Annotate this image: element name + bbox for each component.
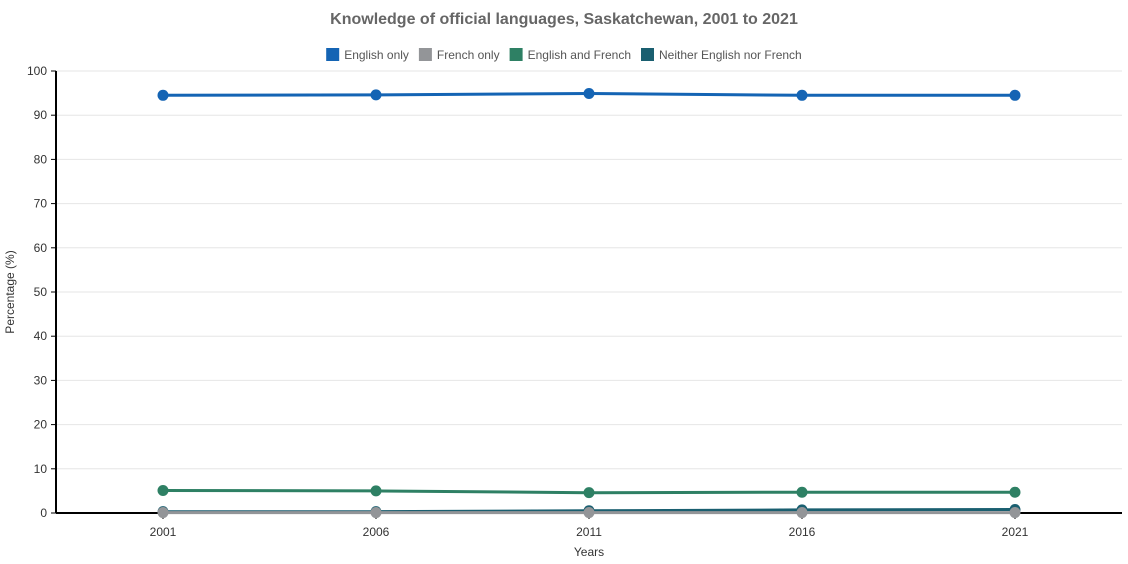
legend-swatch [326, 48, 340, 61]
x-tick-label: 2011 [576, 525, 602, 539]
legend-item[interactable]: English only [326, 48, 409, 62]
data-point[interactable] [796, 89, 808, 101]
legend-label: English and French [528, 48, 631, 62]
legend-swatch [641, 48, 654, 61]
data-point[interactable] [370, 89, 382, 101]
legend-swatch [418, 48, 432, 61]
gridlines [56, 70, 1122, 470]
data-point[interactable] [796, 507, 808, 519]
y-tick-label: 60 [34, 241, 48, 255]
data-point[interactable] [1009, 486, 1021, 498]
series-english-only [157, 88, 1021, 101]
y-tick-label: 100 [27, 64, 47, 78]
y-tick-label: 40 [34, 329, 48, 343]
legend-label: English only [344, 48, 409, 62]
data-point[interactable] [1009, 507, 1021, 519]
legend-item[interactable]: French only [418, 48, 500, 62]
x-axis-ticks: 2001 2006 2011 2016 2021 [150, 513, 1029, 539]
data-point[interactable] [157, 507, 169, 519]
y-tick-label: 50 [34, 285, 48, 299]
legend: English only French only English and Frenc… [326, 48, 802, 62]
data-point[interactable] [157, 484, 169, 496]
data-point[interactable] [796, 486, 808, 498]
data-point[interactable] [583, 487, 595, 499]
y-tick-label: 90 [34, 108, 48, 122]
series-group [157, 88, 1021, 519]
x-tick-label: 2006 [363, 525, 390, 539]
series-french-only [157, 507, 1021, 519]
y-tick-label: 30 [34, 373, 48, 387]
y-tick-label: 20 [34, 418, 48, 432]
data-point[interactable] [1009, 89, 1021, 101]
y-tick-label: 70 [34, 197, 48, 211]
y-axis-label: Percentage (%) [3, 250, 17, 333]
x-tick-label: 2001 [150, 525, 177, 539]
legend-label: French only [437, 48, 500, 62]
data-point[interactable] [583, 88, 595, 100]
y-axis-ticks: 0 10 20 30 40 50 60 70 80 90 100 [27, 64, 56, 520]
x-tick-label: 2021 [1002, 525, 1029, 539]
y-tick-label: 0 [40, 506, 47, 520]
chart-title: Knowledge of official languages, Saskatc… [330, 11, 798, 28]
y-tick-label: 80 [34, 152, 48, 166]
data-point[interactable] [583, 507, 595, 519]
series-english-and-french [157, 484, 1021, 499]
legend-label: Neither English nor French [659, 48, 802, 62]
data-point[interactable] [370, 507, 382, 519]
x-axis-label: Years [574, 545, 604, 559]
legend-item[interactable]: English and French [509, 48, 631, 62]
legend-swatch [509, 48, 523, 61]
data-point[interactable] [157, 89, 169, 101]
x-tick-label: 2016 [789, 525, 816, 539]
legend-item[interactable]: Neither English nor French [641, 48, 802, 62]
data-point[interactable] [370, 485, 382, 497]
y-tick-label: 10 [34, 462, 48, 476]
